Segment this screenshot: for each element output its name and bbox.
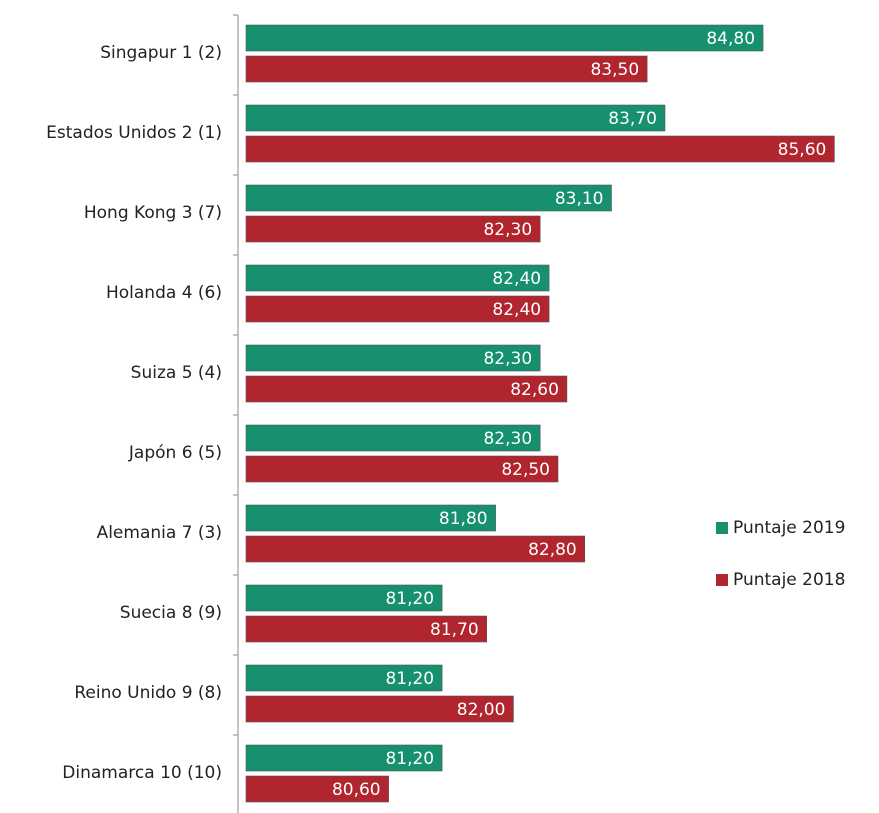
bar xyxy=(245,664,443,692)
bar xyxy=(245,135,835,163)
value-label: 82,80 xyxy=(528,540,577,560)
category-label: Dinamarca 10 (10) xyxy=(62,763,222,783)
bar xyxy=(245,184,612,212)
legend-swatch xyxy=(716,522,728,534)
value-label: 82,30 xyxy=(483,429,532,449)
value-label: 82,30 xyxy=(483,220,532,240)
value-label: 81,20 xyxy=(385,589,434,609)
value-label: 82,40 xyxy=(492,300,541,320)
value-label: 81,70 xyxy=(430,620,479,640)
category-label: Holanda 4 (6) xyxy=(106,283,222,303)
legend-label: Puntaje 2018 xyxy=(733,570,845,590)
category-label: Japón 6 (5) xyxy=(128,443,222,463)
bar xyxy=(245,24,764,52)
bar xyxy=(245,695,514,723)
bar xyxy=(245,215,541,243)
category-label: Suecia 8 (9) xyxy=(120,603,222,623)
value-label: 80,60 xyxy=(332,780,381,800)
bar xyxy=(245,344,541,372)
value-label: 84,80 xyxy=(706,29,755,49)
bar xyxy=(245,104,666,132)
bar xyxy=(245,615,487,643)
legend-label: Puntaje 2019 xyxy=(733,518,845,538)
category-label: Reino Unido 9 (8) xyxy=(74,683,222,703)
value-label: 82,00 xyxy=(457,700,506,720)
bar xyxy=(245,455,559,483)
bar xyxy=(245,584,443,612)
bar xyxy=(245,504,496,532)
value-label: 81,20 xyxy=(385,669,434,689)
bar xyxy=(245,775,389,803)
value-label: 82,30 xyxy=(483,349,532,369)
bar xyxy=(245,744,443,772)
category-label: Singapur 1 (2) xyxy=(100,43,222,63)
value-label: 83,10 xyxy=(555,189,604,209)
bar xyxy=(245,55,648,83)
bar xyxy=(245,424,541,452)
category-label: Estados Unidos 2 (1) xyxy=(46,123,222,143)
bar xyxy=(245,264,550,292)
bar xyxy=(245,375,568,403)
category-label: Hong Kong 3 (7) xyxy=(84,203,222,223)
value-label: 82,50 xyxy=(501,460,550,480)
value-label: 83,70 xyxy=(608,109,657,129)
category-label: Alemania 7 (3) xyxy=(97,523,222,543)
bar xyxy=(245,295,550,323)
bar xyxy=(245,535,586,563)
legend-swatch xyxy=(716,574,728,586)
value-label: 82,60 xyxy=(510,380,559,400)
category-label: Suiza 5 (4) xyxy=(131,363,222,383)
value-label: 83,50 xyxy=(590,60,639,80)
value-label: 81,80 xyxy=(439,509,488,529)
value-label: 85,60 xyxy=(778,140,827,160)
value-label: 81,20 xyxy=(385,749,434,769)
value-label: 82,40 xyxy=(492,269,541,289)
